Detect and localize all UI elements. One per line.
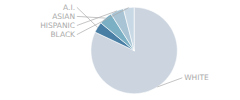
svg-text:WHITE: WHITE xyxy=(184,73,209,82)
svg-text:A.I.: A.I. xyxy=(63,3,75,12)
svg-text:BLACK: BLACK xyxy=(50,30,76,39)
svg-text:HISPANIC: HISPANIC xyxy=(40,21,75,30)
svg-text:ASIAN: ASIAN xyxy=(52,12,75,21)
